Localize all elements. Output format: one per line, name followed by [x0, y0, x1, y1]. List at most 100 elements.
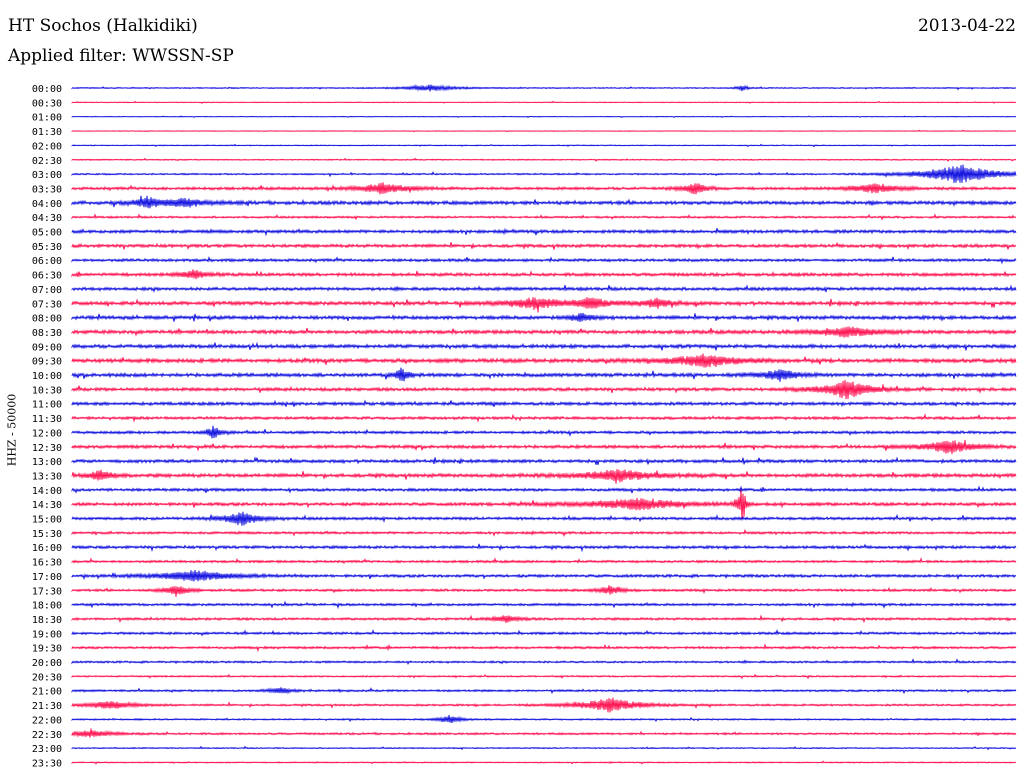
- station-title: HT Sochos (Halkidiki): [8, 16, 198, 36]
- row-time-label: 16:30: [32, 558, 62, 569]
- trace-line: [71, 600, 1017, 610]
- trace-line: [71, 489, 1017, 521]
- row-time-label: 18:30: [32, 615, 62, 626]
- row-time-label: 06:00: [32, 256, 62, 267]
- trace-line: [71, 697, 1017, 713]
- row-time-label: 04:00: [32, 199, 62, 210]
- row-time-label: 07:30: [32, 299, 62, 310]
- row-time-label: 02:00: [32, 141, 62, 152]
- trace-line: [71, 687, 1017, 695]
- trace-line: [71, 456, 1017, 465]
- row-time-label: 08:00: [32, 314, 62, 325]
- trace-line: [71, 213, 1017, 221]
- trace-line: [71, 312, 1017, 323]
- row-time-label: 06:30: [32, 271, 62, 282]
- row-time-label: 12:00: [32, 428, 62, 439]
- row-time-label: 22:00: [32, 715, 62, 726]
- row-time-label: 20:00: [32, 658, 62, 669]
- row-time-label: 11:00: [32, 400, 62, 411]
- trace-line: [71, 227, 1017, 237]
- row-time-label: 21:00: [32, 687, 62, 698]
- row-time-label: 20:30: [32, 672, 62, 683]
- trace-line: [71, 485, 1017, 494]
- trace-line: [71, 643, 1017, 653]
- trace-line: [71, 326, 1017, 338]
- row-time-label: 15:30: [32, 529, 62, 540]
- row-time-label: 14:00: [32, 486, 62, 497]
- trace-line: [71, 182, 1017, 195]
- trace-line: [71, 255, 1017, 265]
- row-time-label: 05:00: [32, 228, 62, 239]
- trace-line: [71, 511, 1017, 526]
- trace-line: [71, 115, 1017, 119]
- row-time-label: 05:30: [32, 242, 62, 253]
- row-time-label: 03:30: [32, 184, 62, 195]
- row-time-label: 01:30: [32, 127, 62, 138]
- row-time-label: 19:00: [32, 629, 62, 640]
- row-time-label: 03:00: [32, 170, 62, 181]
- trace-line: [71, 745, 1017, 751]
- trace-line: [71, 760, 1017, 765]
- trace-line: [71, 241, 1017, 251]
- row-time-label: 17:00: [32, 572, 62, 583]
- trace-line: [71, 543, 1017, 553]
- trace-line: [71, 399, 1017, 408]
- trace-line: [71, 195, 1017, 209]
- row-time-label: 07:00: [32, 285, 62, 296]
- trace-line: [71, 284, 1017, 293]
- row-time-label: 23:30: [32, 758, 62, 769]
- trace-line: [71, 341, 1017, 351]
- row-time-label: 16:00: [32, 543, 62, 554]
- trace-line: [71, 570, 1017, 582]
- row-time-label: 13:00: [32, 457, 62, 468]
- row-time-label: 09:00: [32, 342, 62, 353]
- row-time-label: 08:30: [32, 328, 62, 339]
- trace-line: [71, 673, 1017, 680]
- row-time-label: 00:00: [32, 84, 62, 95]
- row-time-label: 00:30: [32, 98, 62, 109]
- row-time-label: 17:30: [32, 586, 62, 597]
- trace-line: [71, 614, 1017, 624]
- row-time-label: 21:30: [32, 701, 62, 712]
- row-time-label: 10:30: [32, 385, 62, 396]
- date-label: 2013-04-22: [917, 16, 1016, 36]
- row-time-label: 01:00: [32, 113, 62, 124]
- row-time-label: 18:00: [32, 601, 62, 612]
- trace-line: [71, 129, 1017, 133]
- row-time-label: 13:30: [32, 471, 62, 482]
- trace-line: [71, 353, 1017, 368]
- row-time-label: 14:30: [32, 500, 62, 511]
- row-time-label: 09:30: [32, 357, 62, 368]
- trace-line: [71, 367, 1017, 382]
- row-time-label: 15:00: [32, 515, 62, 526]
- trace-line: [71, 658, 1017, 666]
- trace-line: [71, 439, 1017, 455]
- trace-line: [71, 728, 1017, 738]
- trace-line: [71, 528, 1017, 538]
- row-time-label: 02:30: [32, 156, 62, 167]
- trace-line: [71, 143, 1017, 148]
- trace-line: [71, 83, 1017, 92]
- filter-label: Applied filter: WWSSN-SP: [8, 46, 234, 66]
- trace-line: [71, 469, 1017, 484]
- trace-line: [71, 585, 1017, 597]
- trace-line: [71, 413, 1017, 423]
- row-time-label: 19:30: [32, 644, 62, 655]
- trace-line: [71, 629, 1017, 637]
- trace-line: [71, 269, 1017, 280]
- row-time-label: 04:30: [32, 213, 62, 224]
- trace-line: [71, 297, 1017, 313]
- trace-line: [71, 100, 1017, 104]
- trace-line: [71, 715, 1017, 724]
- trace-line: [71, 157, 1017, 162]
- row-time-label: 12:30: [32, 443, 62, 454]
- row-time-label: 11:30: [32, 414, 62, 425]
- trace-line: [71, 379, 1017, 400]
- trace-line: [71, 164, 1017, 183]
- trace-line: [71, 425, 1017, 439]
- row-time-label: 23:00: [32, 744, 62, 755]
- row-time-label: 10:00: [32, 371, 62, 382]
- trace-line: [71, 557, 1017, 565]
- row-time-label: 22:30: [32, 730, 62, 741]
